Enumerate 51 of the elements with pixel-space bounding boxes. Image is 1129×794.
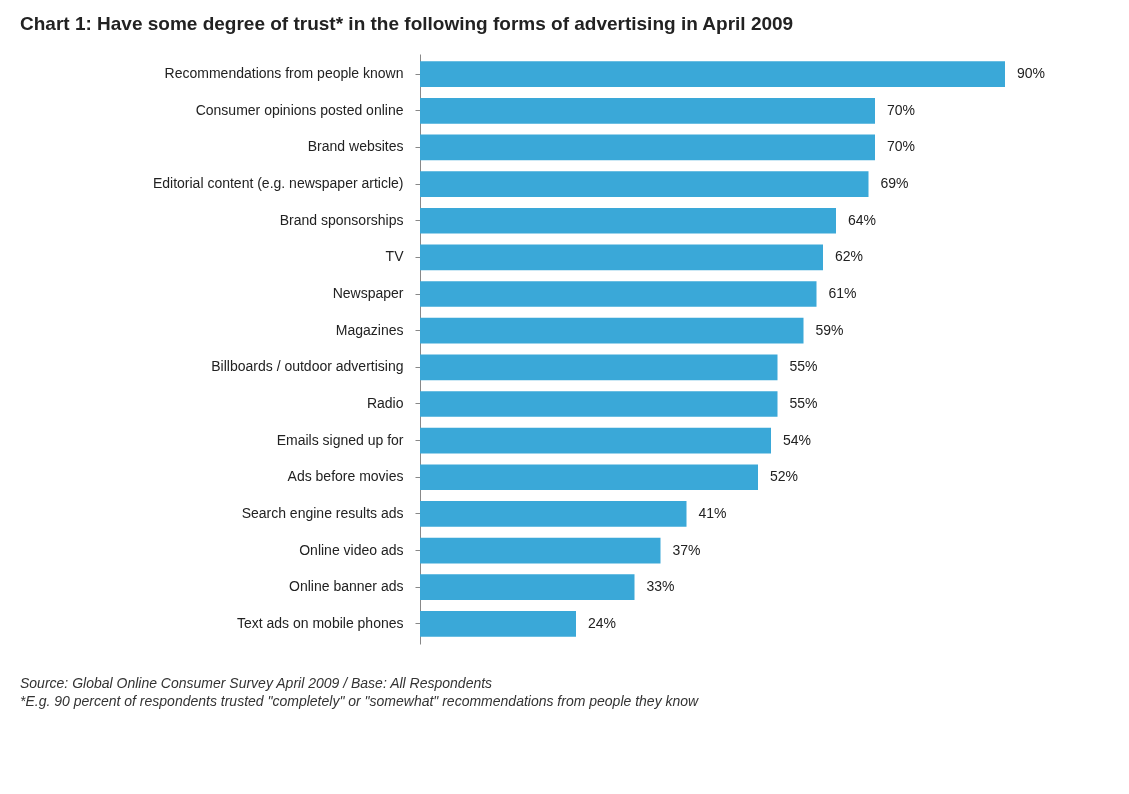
y-tick-label: Online video ads <box>299 541 404 558</box>
bar <box>420 97 875 124</box>
data-label: 61% <box>828 285 857 302</box>
y-tick-label: Ads before movies <box>287 468 404 485</box>
data-label: 69% <box>880 175 909 192</box>
y-tick-label: Editorial content (e.g. newspaper article) <box>152 175 404 192</box>
bar <box>420 391 778 417</box>
data-label: 41% <box>698 504 727 521</box>
data-label: 33% <box>646 578 675 595</box>
data-label: 54% <box>783 431 812 448</box>
y-tick-label: Emails signed up for <box>276 431 404 448</box>
data-label: 52% <box>770 468 799 485</box>
data-label: 59% <box>815 321 844 338</box>
data-label: 90% <box>1017 65 1046 82</box>
bar <box>420 354 778 381</box>
bar <box>420 501 687 527</box>
y-tick-label: Search engine results ads <box>241 504 404 521</box>
y-tick-label: Brand sponsorships <box>279 211 404 228</box>
bar <box>420 207 836 234</box>
bar <box>420 317 804 344</box>
data-label: 37% <box>672 541 701 558</box>
y-tick-label: Brand websites <box>307 138 404 155</box>
bar <box>420 281 817 307</box>
text: *E.g. 90 percent of respondents trusted "completely" or "somewhat" recommendations from people they know <box>20 693 700 709</box>
chart-title: Chart 1: Have some degree of trust* in the following forms of advertising in April 2009 <box>20 13 794 34</box>
y-tick-label: Magazines <box>335 321 404 338</box>
bar <box>420 537 661 564</box>
bar <box>420 427 771 454</box>
bar <box>420 574 635 601</box>
source-note: Source: Global Online Consumer Survey April 2009 / Base: All Respondents <box>20 675 493 691</box>
bar <box>420 134 875 161</box>
data-label: 55% <box>789 358 818 375</box>
data-label: 64% <box>848 211 877 228</box>
bar <box>420 61 1005 87</box>
y-tick-label: Billboards / outdoor advertising <box>211 358 404 375</box>
bar <box>420 611 576 637</box>
bar <box>420 464 758 491</box>
data-label: 70% <box>887 138 916 155</box>
data-label: 62% <box>835 248 864 265</box>
y-tick-label: Online banner ads <box>289 578 404 595</box>
y-tick-label: TV <box>385 248 405 265</box>
y-tick-label: Radio <box>366 394 404 411</box>
data-label: 70% <box>887 101 916 118</box>
data-label: 55% <box>789 394 818 411</box>
y-tick-label: Recommendations from people known <box>164 65 404 82</box>
y-tick-label: Text ads on mobile phones <box>236 614 404 631</box>
bar <box>420 171 869 197</box>
bar <box>420 244 823 271</box>
data-label: 24% <box>588 614 617 631</box>
y-tick-label: Consumer opinions posted online <box>195 101 404 118</box>
y-tick-label: Newspaper <box>332 285 404 302</box>
